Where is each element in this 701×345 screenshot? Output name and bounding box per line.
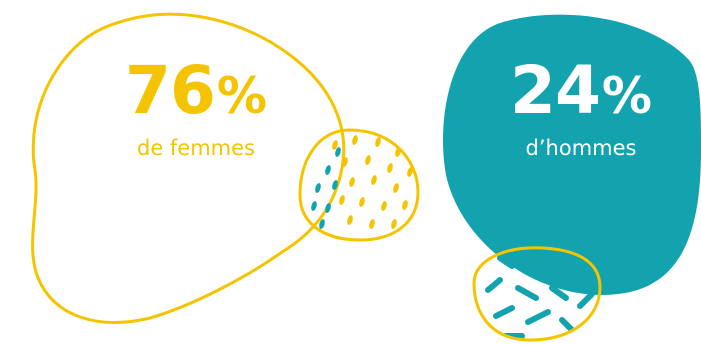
dotted-yellow-blob — [298, 128, 420, 242]
women-label: de femmes — [136, 136, 255, 160]
teal-filled-blob — [442, 14, 701, 295]
men-unit: % — [601, 67, 652, 125]
men-label: d’hommes — [525, 136, 637, 160]
women-percentage: 76% — [86, 58, 306, 124]
women-stat: 76% de femmes — [86, 58, 306, 159]
women-unit: % — [216, 67, 267, 125]
men-percentage: 24% — [471, 58, 691, 124]
yellow-outline-blob — [31, 12, 346, 324]
dashed-teal-blob — [472, 246, 602, 342]
women-value: 76 — [125, 52, 216, 129]
men-value: 24 — [510, 52, 601, 129]
men-stat: 24% d’hommes — [471, 58, 691, 159]
